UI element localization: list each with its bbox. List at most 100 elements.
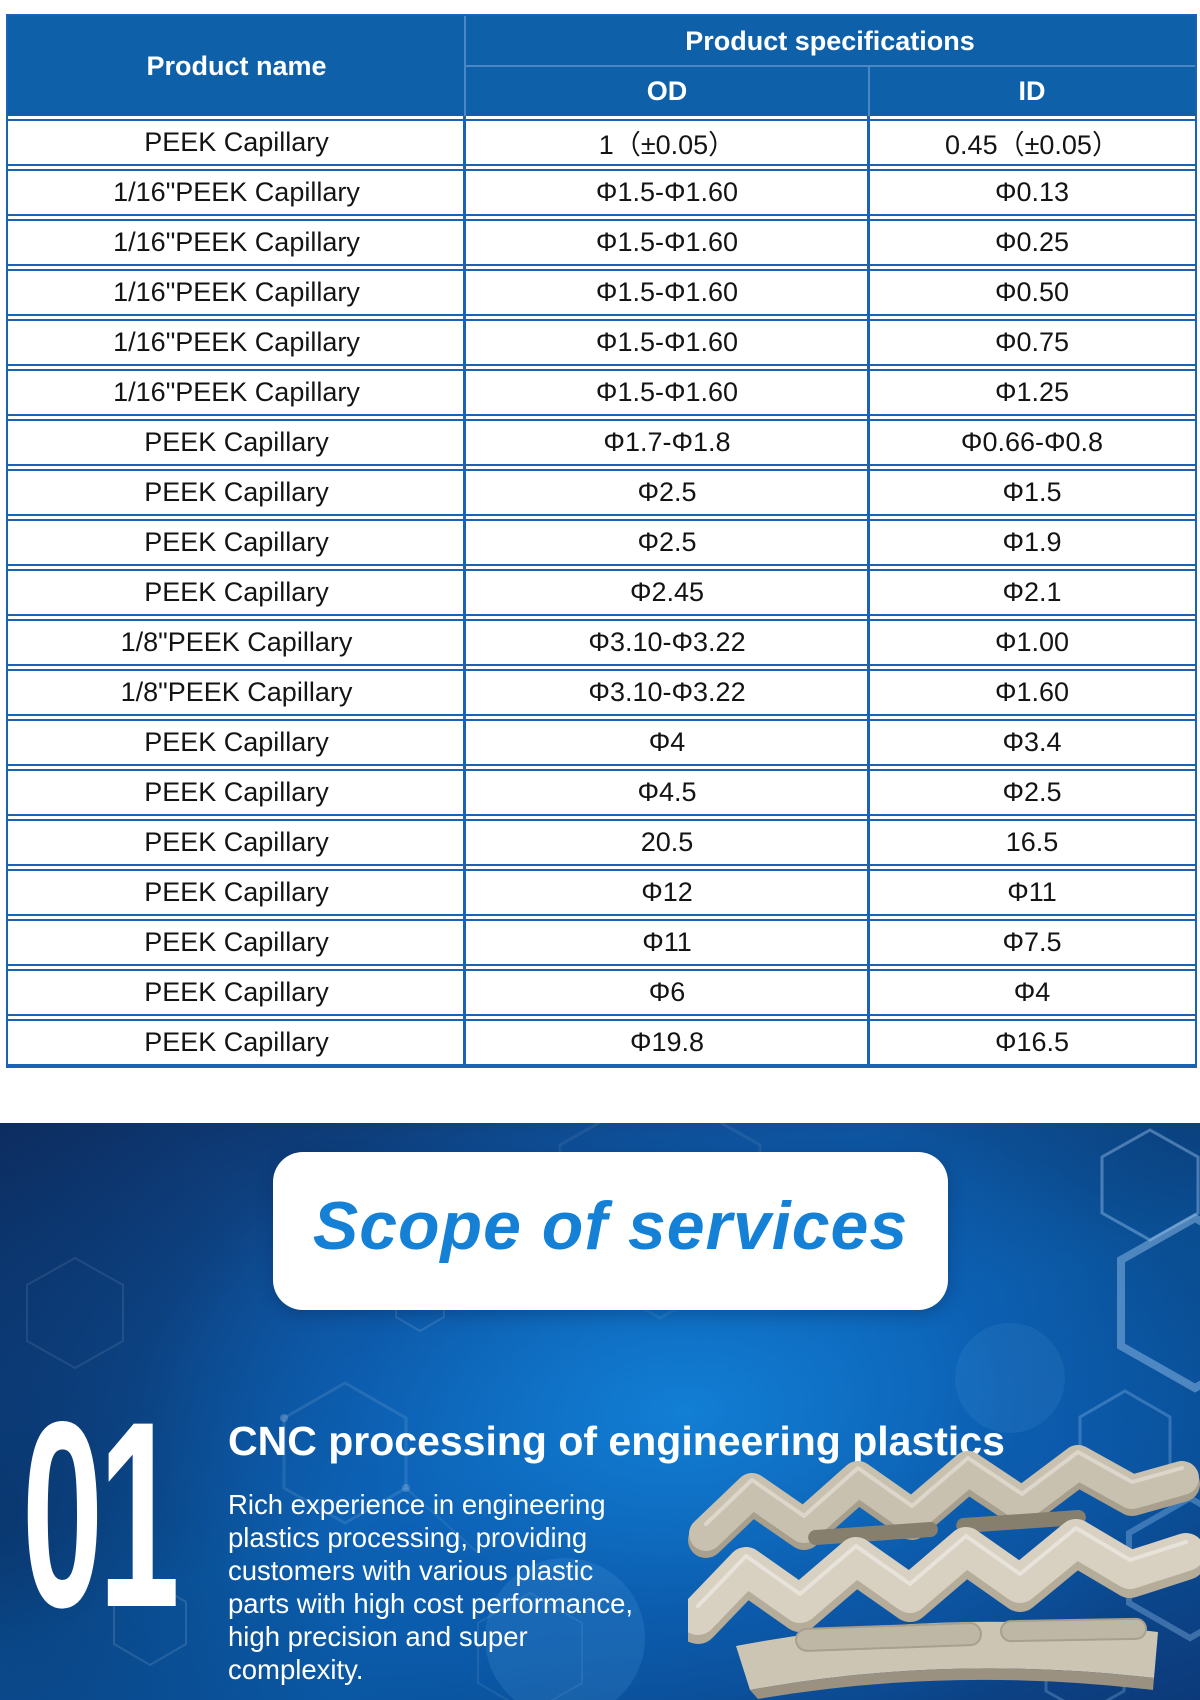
id-cell: Φ11: [1007, 877, 1057, 907]
product-name-cell: PEEK Capillary: [144, 777, 329, 807]
description-line: customers with various plastic: [228, 1555, 594, 1586]
table-row: 1/8"PEEK Capillary Φ3.10-Φ3.22 Φ1.60: [8, 669, 1195, 716]
table-row: PEEK Capillary Φ2.45 Φ2.1: [8, 569, 1195, 616]
table-row: PEEK Capillary Φ12 Φ11: [8, 869, 1195, 916]
product-name-cell: 1/16"PEEK Capillary: [113, 377, 360, 407]
product-name-cell: 1/8"PEEK Capillary: [120, 627, 353, 657]
cnc-machined-plastic-part-image: [688, 1445, 1200, 1699]
table-row: PEEK Capillary Φ6 Φ4: [8, 969, 1195, 1016]
header-id: ID: [1018, 75, 1046, 106]
header-divider-horizontal: [466, 65, 1195, 67]
id-cell: Φ0.25: [994, 227, 1070, 257]
table-body: PEEK Capillary 1（±0.05） 0.45（±0.05） 1/16"P…: [8, 119, 1195, 1066]
table-row: PEEK Capillary 20.5 16.5: [8, 819, 1195, 866]
services-title: Scope of services: [312, 1188, 909, 1264]
header-product-specs: Product specifications: [685, 25, 975, 56]
product-name-cell: PEEK Capillary: [144, 977, 329, 1007]
description-line: plastics processing, providing: [228, 1522, 588, 1553]
table-column-divider-1: [463, 116, 466, 1066]
table-row: 1/16"PEEK Capillary Φ1.5-Φ1.60 Φ0.25: [8, 219, 1195, 266]
product-name-cell: PEEK Capillary: [144, 1027, 329, 1057]
id-cell: Φ2.5: [1002, 777, 1062, 807]
table-row: 1/16"PEEK Capillary Φ1.5-Φ1.60 Φ0.75: [8, 319, 1195, 366]
product-name-cell: PEEK Capillary: [144, 527, 329, 557]
id-cell: 16.5: [1005, 827, 1059, 857]
od-cell: Φ1.5-Φ1.60: [595, 377, 739, 407]
table-row: 1/16"PEEK Capillary Φ1.5-Φ1.60 Φ0.50: [8, 269, 1195, 316]
product-name-cell: 1/16"PEEK Capillary: [113, 277, 360, 307]
product-name-cell: 1/16"PEEK Capillary: [113, 177, 360, 207]
od-cell: Φ3.10-Φ3.22: [588, 627, 746, 657]
id-cell: Φ0.13: [994, 177, 1070, 207]
od-cell: Φ19.8: [629, 1027, 705, 1057]
hexagon-pattern: [26, 1123, 1200, 1700]
product-name-cell: 1/16"PEEK Capillary: [113, 227, 360, 257]
od-cell: Φ1.5-Φ1.60: [595, 227, 739, 257]
id-cell: Φ3.4: [1002, 727, 1062, 757]
product-name-cell: PEEK Capillary: [144, 827, 329, 857]
product-name-cell: PEEK Capillary: [144, 127, 329, 157]
table-row: 1/8"PEEK Capillary Φ3.10-Φ3.22 Φ1.00: [8, 619, 1195, 666]
product-name-cell: PEEK Capillary: [144, 927, 329, 957]
scope-of-services-section: Scope of services 01 CNC processing of e…: [0, 1123, 1200, 1700]
od-cell: Φ4: [648, 727, 686, 757]
part-back-wall: [688, 1445, 1200, 1558]
od-cell: 20.5: [640, 827, 694, 857]
product-name-cell: PEEK Capillary: [144, 577, 329, 607]
table-row: 1/16"PEEK Capillary Φ1.5-Φ1.60 Φ0.13: [8, 169, 1195, 216]
table-row: PEEK Capillary Φ19.8 Φ16.5: [8, 1019, 1195, 1066]
id-cell: Φ2.1: [1002, 577, 1062, 607]
od-cell: Φ2.45: [629, 577, 705, 607]
id-cell: Φ1.00: [994, 627, 1070, 657]
id-cell: Φ16.5: [994, 1027, 1070, 1057]
od-cell: Φ2.5: [637, 477, 697, 507]
id-cell: Φ1.60: [994, 677, 1070, 707]
services-title-card: Scope of services: [273, 1152, 948, 1310]
part-base: [736, 1617, 1158, 1699]
id-cell: 0.45（±0.05）: [945, 130, 1119, 160]
od-cell: Φ1.5-Φ1.60: [595, 177, 739, 207]
product-name-cell: PEEK Capillary: [144, 877, 329, 907]
product-name-cell: 1/8"PEEK Capillary: [120, 677, 353, 707]
description-line: parts with high cost performance,: [228, 1588, 634, 1619]
table-row: PEEK Capillary Φ2.5 Φ1.5: [8, 469, 1195, 516]
id-cell: Φ1.9: [1002, 527, 1062, 557]
service-item-description: Rich experience in engineering plastics …: [228, 1488, 708, 1686]
table-row: PEEK Capillary Φ2.5 Φ1.9: [8, 519, 1195, 566]
od-cell: Φ1.5-Φ1.60: [595, 327, 739, 357]
od-cell: Φ12: [641, 877, 693, 907]
table-row: PEEK Capillary Φ11 Φ7.5: [8, 919, 1195, 966]
od-cell: Φ11: [642, 927, 692, 957]
product-name-cell: PEEK Capillary: [144, 427, 329, 457]
od-cell: Φ4.5: [637, 777, 697, 807]
description-line: complexity.: [228, 1654, 364, 1685]
product-name-cell: PEEK Capillary: [144, 477, 329, 507]
od-cell: Φ1.7-Φ1.8: [603, 427, 731, 457]
table-column-divider-2: [867, 116, 870, 1066]
id-cell: Φ0.66-Φ0.8: [960, 427, 1104, 457]
table-row: 1/16"PEEK Capillary Φ1.5-Φ1.60 Φ1.25: [8, 369, 1195, 416]
part-front-wall: [688, 1519, 1200, 1644]
service-item-number: 01: [22, 1367, 180, 1663]
header-od: OD: [646, 75, 688, 106]
header-divider-vertical-1: [464, 16, 466, 116]
id-cell: Φ7.5: [1002, 927, 1062, 957]
od-cell: Φ3.10-Φ3.22: [588, 677, 746, 707]
table-row: PEEK Capillary 1（±0.05） 0.45（±0.05）: [8, 119, 1195, 166]
product-name-cell: PEEK Capillary: [144, 727, 329, 757]
id-cell: Φ0.50: [994, 277, 1070, 307]
header-divider-vertical-2: [868, 66, 870, 116]
id-cell: Φ1.5: [1002, 477, 1062, 507]
id-cell: Φ4: [1013, 977, 1051, 1007]
table-row: PEEK Capillary Φ4.5 Φ2.5: [8, 769, 1195, 816]
product-spec-table: Product name Product specifications OD I…: [6, 14, 1197, 1068]
od-cell: Φ2.5: [637, 527, 697, 557]
header-product-name: Product name: [146, 50, 327, 81]
od-cell: 1（±0.05）: [598, 130, 736, 160]
table-header: Product name Product specifications OD I…: [8, 16, 1195, 116]
table-row: PEEK Capillary Φ1.7-Φ1.8 Φ0.66-Φ0.8: [8, 419, 1195, 466]
id-cell: Φ0.75: [994, 327, 1070, 357]
id-cell: Φ1.25: [994, 377, 1070, 407]
product-name-cell: 1/16"PEEK Capillary: [113, 327, 360, 357]
